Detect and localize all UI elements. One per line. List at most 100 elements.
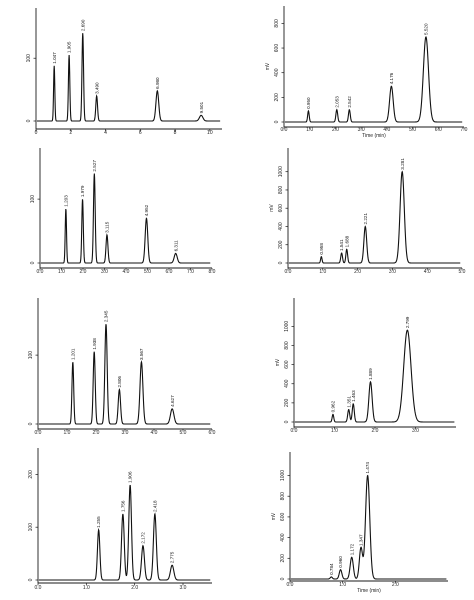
y-tick-label: 200: [280, 554, 286, 563]
x-tick-label: 3.0: [358, 127, 365, 133]
x-tick-label: 4.0: [424, 269, 431, 275]
x-tick-label: 3.0: [101, 269, 108, 275]
y-tick-label: 800: [284, 341, 290, 350]
peak-label: 1.938: [92, 338, 97, 350]
peak-label: 0.958: [319, 243, 324, 255]
peak-label: 2.806: [117, 376, 122, 388]
y-tick-label: 100: [28, 351, 34, 360]
peak-label: 2.345: [104, 310, 109, 322]
x-tick-label: 5.0: [459, 269, 466, 275]
x-tick-label: 0.0: [35, 585, 42, 591]
x-axis-title: Time (min): [357, 588, 381, 594]
y-tick-label: 200: [28, 470, 34, 479]
y-tick-label: 100: [30, 195, 36, 204]
peak-label: 1.688: [344, 235, 349, 247]
x-tick-label: 7.0: [187, 269, 194, 275]
y-tick-label: 600: [284, 360, 290, 369]
x-tick-label: 4.0: [383, 127, 390, 133]
chromatogram-panel-6: 0.0 1.0 2.0 3.0 0 200 400 600 800 1000 mV 0.962 1.35…: [275, 298, 456, 434]
y-tick-label: 0: [30, 261, 36, 264]
y-tick-label: 600: [274, 44, 280, 53]
y-tick-label: 0: [28, 578, 34, 581]
peak-label: 9.501: [199, 101, 204, 113]
y-tick-label: 400: [284, 379, 290, 388]
y-tick-label: 1000: [278, 166, 284, 177]
y-tick-label: 0: [278, 261, 284, 264]
x-tick-label: 2: [69, 130, 72, 136]
x-tick-label: 6: [139, 130, 142, 136]
peak-label: 2.172: [141, 532, 146, 544]
peak-label: 1.255: [96, 516, 101, 528]
y-axis-title: mV: [269, 204, 275, 212]
peak-label: 1.463: [351, 390, 356, 402]
chromatogram-trace: [36, 33, 221, 122]
y-tick-label: 100: [26, 54, 32, 63]
x-tick-label: 0.0: [37, 269, 44, 275]
peak-label: 1.541: [339, 239, 344, 251]
y-tick-label: 0: [26, 119, 32, 122]
x-tick-label: 2.0: [93, 430, 100, 436]
x-tick-label: 8: [174, 130, 177, 136]
chromatogram-panel-7: 0.0 1.0 2.0 3.0 0 100 200 1.255 1.756 1.906 2.172 2…: [28, 448, 212, 591]
x-tick-label: 1.0: [331, 428, 338, 434]
peak-label: 2.053: [334, 96, 339, 108]
peak-label: 1.474: [365, 462, 370, 474]
chromatogram-panel-2: 0.0 1.0 2.0 3.0 4.0 5.0 6.0 7.0 0 200 400 600 800 mV T…: [265, 6, 468, 139]
x-tick-label: 7.0: [461, 127, 468, 133]
y-tick-label: 0: [280, 577, 286, 580]
peak-label: 1.889: [368, 368, 373, 380]
chromatogram-panel-3: 0.0 1.0 2.0 3.0 4.0 5.0 6.0 7.0 8.0 0 100 1.203 1.97…: [30, 148, 216, 275]
y-tick-label: 1000: [284, 321, 290, 332]
peak-label: 4.952: [144, 204, 149, 216]
x-tick-label: 8.0: [209, 269, 216, 275]
x-tick-label: 0.0: [281, 127, 288, 133]
peak-label: 1.756: [120, 500, 125, 512]
peak-label: 2.542: [347, 96, 352, 108]
y-tick-label: 800: [278, 186, 284, 195]
x-tick-label: 2.0: [80, 269, 87, 275]
peak-label: 2.690: [80, 19, 85, 31]
chromatogram-trace: [38, 484, 211, 581]
peak-label: 0.784: [329, 563, 334, 575]
peak-label: 0.950: [306, 97, 311, 109]
peak-label: 4.627: [170, 395, 175, 407]
y-axis-title: mV: [275, 358, 281, 366]
chromatogram-trace: [288, 170, 461, 264]
x-tick-label: 3.0: [412, 428, 419, 434]
y-axis-title: mV: [265, 62, 271, 70]
peak-label: 6.311: [173, 240, 178, 252]
peak-label: 1.906: [128, 471, 133, 483]
x-tick-label: 1.0: [319, 269, 326, 275]
chromatogram-panel-8: 0.0 1.0 2.0 0 200 400 600 800 1000 mV Time (min) 0.…: [271, 452, 448, 594]
x-tick-label: 2.0: [354, 269, 361, 275]
peak-label: 1.979: [80, 185, 85, 197]
peak-label: 4.176: [389, 72, 394, 84]
x-tick-label: 0.0: [35, 430, 42, 436]
y-tick-label: 800: [274, 19, 280, 28]
x-tick-label: 3.0: [180, 585, 187, 591]
y-tick-label: 200: [284, 398, 290, 407]
peak-label: 2.775: [170, 551, 175, 563]
y-tick-label: 200: [278, 240, 284, 249]
y-tick-label: 100: [28, 523, 34, 532]
x-tick-label: 10: [207, 130, 213, 136]
peak-label: 3.567: [139, 348, 144, 360]
peak-label: 5.520: [424, 23, 429, 35]
x-tick-label: 0.0: [285, 269, 292, 275]
peak-label: 2.799: [405, 316, 410, 328]
x-tick-label: 1.0: [306, 127, 313, 133]
chromatogram-trace: [284, 35, 463, 123]
y-tick-label: 400: [274, 68, 280, 77]
y-tick-label: 200: [274, 93, 280, 102]
x-tick-label: 1.0: [64, 430, 71, 436]
peak-label: 2.221: [363, 213, 368, 225]
x-tick-label: 0.0: [287, 582, 294, 588]
x-tick-label: 3.0: [389, 269, 396, 275]
y-tick-label: 0: [28, 422, 34, 425]
y-tick-label: 0: [274, 120, 280, 123]
peak-label: 0.962: [331, 400, 336, 412]
x-axis-title: Time (min): [362, 133, 386, 139]
peak-label: 3.490: [94, 82, 99, 94]
y-tick-label: 600: [278, 204, 284, 213]
